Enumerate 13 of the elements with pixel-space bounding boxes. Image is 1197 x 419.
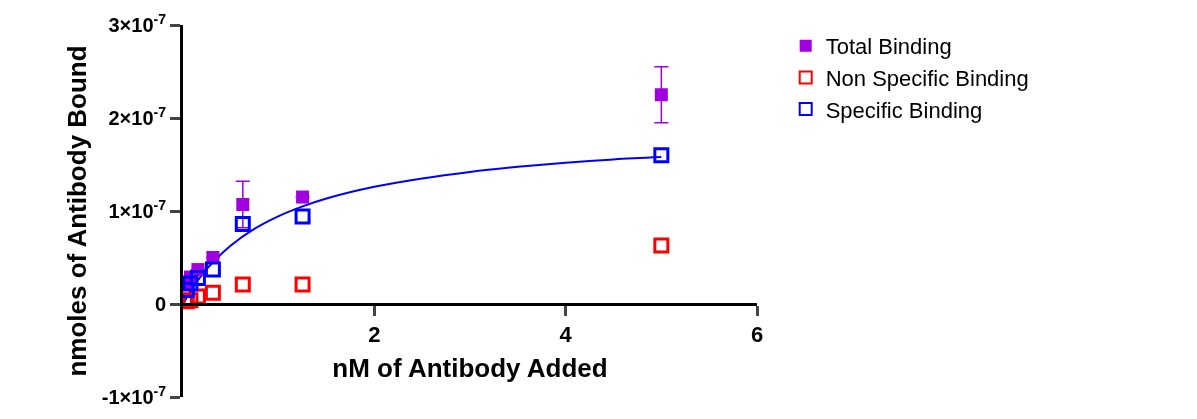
- x-axis-title: nM of Antibody Added: [332, 353, 608, 384]
- legend-label: Total Binding: [825, 34, 952, 60]
- x-tick-label: 6: [750, 322, 764, 348]
- legend-label: Specific Binding: [825, 97, 983, 123]
- y-tick-label: 0: [154, 293, 166, 315]
- y-tick-label: -1×10$^{-7}$: [101, 382, 167, 408]
- y-axis-title: nmoles of Antibody Bound: [62, 45, 93, 377]
- y-tick-label: 3×10$^{-7}$: [108, 10, 167, 36]
- x-tick-label: 2: [368, 322, 381, 348]
- y-tick-label: 1×10$^{-7}$: [108, 196, 167, 222]
- x-tick-label: 4: [559, 322, 573, 348]
- legend-label: Non Specific Binding: [825, 65, 1029, 91]
- y-tick-label: 2×10$^{-7}$: [108, 103, 167, 129]
